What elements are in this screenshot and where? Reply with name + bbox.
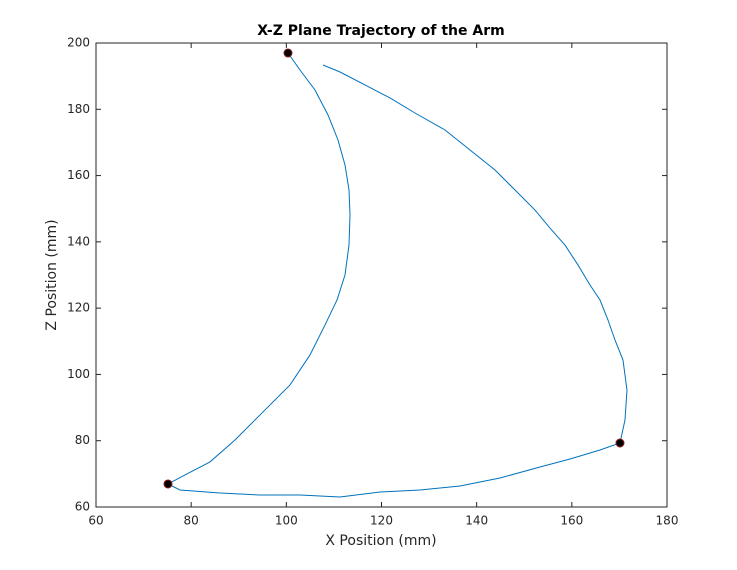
x-tick-label: 100 — [275, 514, 298, 528]
y-tick-label: 100 — [67, 367, 90, 381]
trajectory-line — [166, 52, 628, 498]
x-tick-label: 120 — [370, 514, 393, 528]
point-marker — [163, 479, 173, 489]
y-tick-label: 120 — [67, 301, 90, 315]
y-tick-label: 160 — [67, 168, 90, 182]
y-tick-label: 200 — [67, 36, 90, 50]
y-tick-label: 140 — [67, 234, 90, 248]
x-axis-label: X Position (mm) — [325, 533, 436, 549]
y-tick-label: 80 — [75, 433, 90, 447]
x-tick-label: 80 — [184, 514, 199, 528]
chart-title: X-Z Plane Trajectory of the Arm — [257, 23, 504, 39]
x-tick-label: 60 — [88, 514, 103, 528]
y-axis-label: Z Position (mm) — [44, 219, 60, 330]
point-marker — [283, 48, 293, 58]
x-tick-label: 180 — [656, 514, 679, 528]
y-tick-label: 180 — [67, 102, 90, 116]
x-tick-label: 140 — [465, 514, 488, 528]
x-tick-label: 160 — [560, 514, 583, 528]
point-marker — [615, 438, 625, 448]
y-tick-label: 60 — [75, 500, 90, 514]
plot-box — [95, 42, 668, 508]
